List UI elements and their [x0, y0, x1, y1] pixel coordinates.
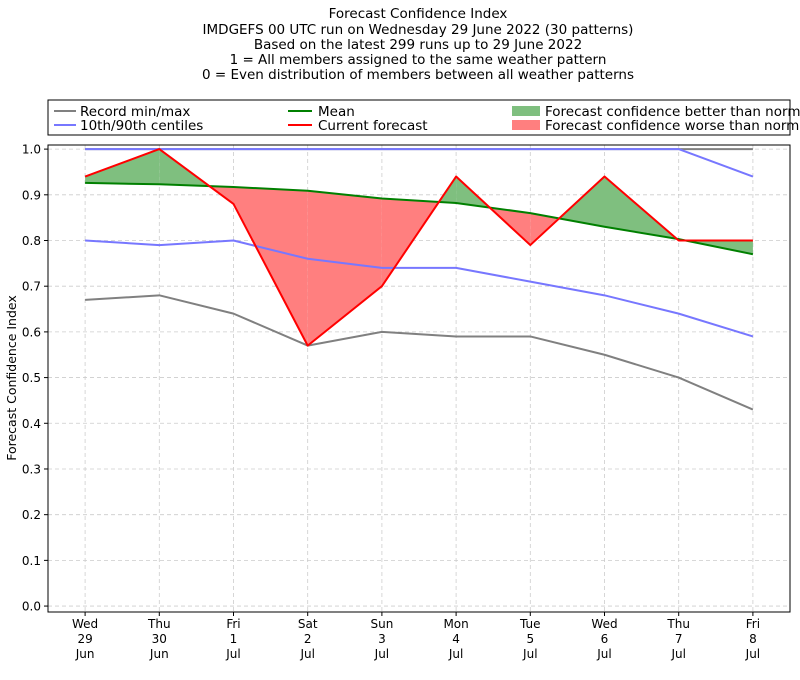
x-tick-label: Jul — [745, 647, 760, 661]
series-line-p10 — [85, 239, 754, 338]
x-tick-label: Jul — [670, 647, 685, 661]
title-line-3: Based on the latest 299 runs up to 29 Ju… — [254, 37, 582, 53]
title-line-1: Forecast Confidence Index — [329, 6, 508, 22]
x-tick-label: 3 — [378, 632, 386, 646]
x-tick-label: 30 — [152, 632, 167, 646]
x-tick-label: Thu — [666, 617, 690, 631]
series-line-min — [85, 294, 754, 411]
x-tick-label: Jul — [374, 647, 389, 661]
legend-swatch-better — [512, 106, 540, 116]
y-tick-label: 1.0 — [22, 143, 41, 157]
legend-box — [47, 99, 791, 136]
series-line-mean — [85, 181, 754, 256]
y-axis-label: Forecast Confidence Index — [4, 295, 19, 461]
x-tick-label: Fri — [746, 617, 760, 631]
y-tick-label: 0.6 — [22, 325, 41, 339]
x-tick-label: Jul — [225, 647, 240, 661]
legend: Record min/max 10th/90th centiles Mean C… — [47, 99, 800, 136]
legend-label-current: Current forecast — [318, 118, 428, 134]
x-tick-label: Wed — [72, 617, 98, 631]
x-tick-label: 5 — [526, 632, 534, 646]
x-tick-label: Jun — [149, 647, 169, 661]
plot-frame — [47, 144, 791, 613]
x-tick-label: 7 — [675, 632, 683, 646]
x-tick-label: 2 — [304, 632, 312, 646]
x-tick-label: Wed — [591, 617, 617, 631]
y-ticks: 0.0 0.1 0.2 0.3 0.4 0.5 0.6 0.7 0.8 0.9 1.0 — [22, 143, 48, 614]
y-tick-label: 0.8 — [22, 234, 41, 248]
x-tick-label: 6 — [601, 632, 609, 646]
legend-label-centiles: 10th/90th centiles — [80, 118, 203, 134]
y-tick-label: 0.7 — [22, 280, 41, 294]
fill-better-than-normal — [85, 149, 160, 185]
fill-better-than-normal — [559, 176, 605, 227]
x-tick-label: 1 — [230, 632, 238, 646]
x-tick-label: Jul — [522, 647, 537, 661]
y-tick-label: 0.1 — [22, 554, 41, 568]
x-tick-label: Jul — [299, 647, 314, 661]
x-tick-label: Jun — [75, 647, 95, 661]
series-line-current — [84, 148, 753, 347]
x-tick-label: Jul — [596, 647, 611, 661]
x-tick-label: Sun — [370, 617, 393, 631]
y-tick-label: 0.4 — [22, 417, 41, 431]
confidence-fills — [85, 149, 753, 346]
x-ticks: Wed29JunThu30JunFri1JulSat2JulSun3JulMon… — [72, 612, 760, 661]
legend-label-mean: Mean — [318, 104, 355, 120]
title-line-2: IMDGEFS 00 UTC run on Wednesday 29 June … — [203, 22, 634, 38]
y-tick-label: 0.5 — [22, 371, 41, 385]
title-line-4: 1 = All members assigned to the same wea… — [230, 52, 607, 68]
x-tick-label: 8 — [749, 632, 757, 646]
x-tick-label: Sat — [298, 617, 318, 631]
series-line-p90 — [85, 148, 754, 178]
series-lines — [84, 148, 754, 411]
fill-worse-than-normal — [233, 187, 308, 346]
legend-label-worse: Forecast confidence worse than normal — [545, 118, 800, 134]
x-tick-label: Jul — [448, 647, 463, 661]
x-tick-label: Mon — [443, 617, 468, 631]
y-tick-label: 0.9 — [22, 188, 41, 202]
legend-swatch-worse — [512, 120, 540, 130]
x-tick-label: 29 — [77, 632, 92, 646]
legend-label-record: Record min/max — [80, 104, 190, 120]
x-tick-label: Fri — [226, 617, 240, 631]
y-tick-label: 0.2 — [22, 508, 41, 522]
x-tick-label: Thu — [147, 617, 171, 631]
y-tick-label: 0.3 — [22, 462, 41, 476]
y-tick-label: 0.0 — [22, 600, 41, 614]
x-tick-label: Tue — [519, 617, 541, 631]
legend-label-better: Forecast confidence better than normal — [545, 104, 800, 120]
fill-worse-than-normal — [307, 190, 382, 346]
x-tick-label: 4 — [452, 632, 460, 646]
chart-title: Forecast Confidence Index IMDGEFS 00 UTC… — [202, 6, 634, 83]
title-line-5: 0 = Even distribution of members between… — [202, 67, 634, 83]
